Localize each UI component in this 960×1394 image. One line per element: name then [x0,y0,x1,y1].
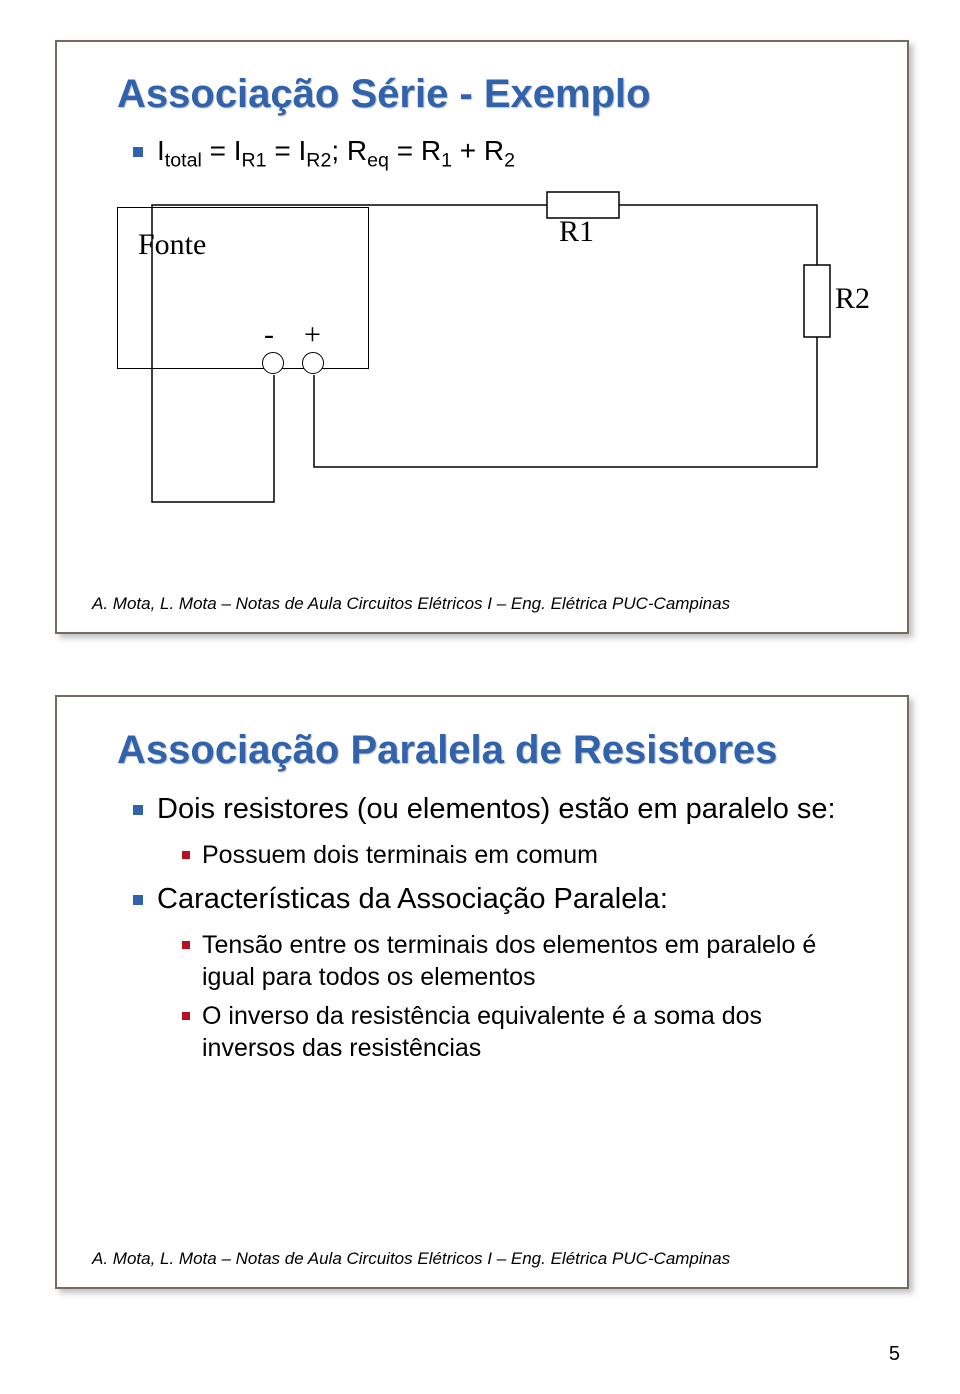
bullet-item: O inverso da resistência equivalente é a… [202,1000,852,1065]
bullet-item: Tensão entre os terminais dos elementos … [202,929,852,994]
bullet-item: Possuem dois terminais em comum [202,839,852,872]
r1-label: R1 [559,215,594,249]
slide-serie-exemplo: Associação Série - Exemplo Itotal = IR1 … [55,40,909,634]
slide1-equation: Itotal = IR1 = IR2; Req = R1 + R2 [157,135,907,173]
slide-paralela-resistores: Associação Paralela de Resistores Dois r… [55,695,909,1289]
slide2-footer: A. Mota, L. Mota – Notas de Aula Circuit… [92,1249,730,1269]
bullet-item: Características da Associação Paralela: [157,881,907,919]
slide2-title: Associação Paralela de Resistores [117,727,907,773]
r2-label: R2 [835,282,870,316]
slide1-title: Associação Série - Exemplo [117,72,907,117]
page-number: 5 [889,1343,900,1366]
circuit-diagram: Fonte - + R1 R2 [117,207,847,537]
slide1-footer: A. Mota, L. Mota – Notas de Aula Circuit… [92,594,730,614]
bullet-item: Dois resistores (ou elementos) estão em … [157,791,907,829]
circuit-svg [117,207,847,547]
